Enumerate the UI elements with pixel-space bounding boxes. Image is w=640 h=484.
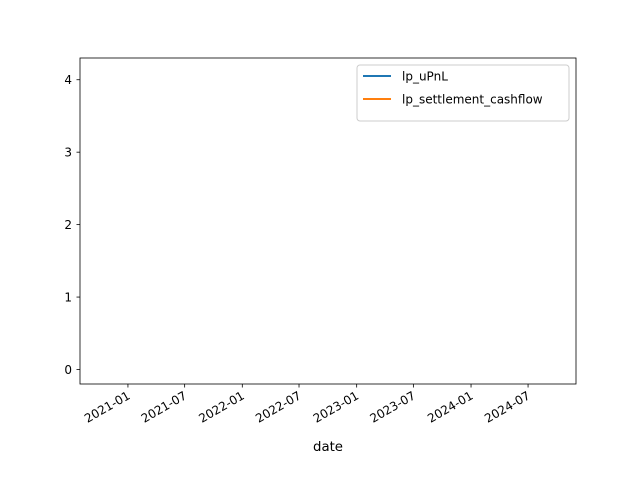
y-tick-label: 2 — [64, 218, 72, 232]
plot-frame — [79, 57, 577, 385]
plot-area — [79, 57, 577, 385]
y-axis-ticks: 0 1 2 3 4 — [64, 73, 80, 377]
legend: lp_uPnL lp_settlement_cashflow — [356, 64, 570, 122]
y-tick-label: 1 — [64, 291, 72, 305]
y-tick-label: 3 — [64, 146, 72, 160]
x-axis-label: date — [313, 440, 343, 455]
y-tick-label: 0 — [64, 363, 72, 377]
y-tick-label: 4 — [64, 73, 72, 87]
legend-box — [356, 64, 570, 122]
legend-label: lp_uPnL — [402, 70, 448, 84]
legend-label: lp_settlement_cashflow — [402, 93, 543, 107]
